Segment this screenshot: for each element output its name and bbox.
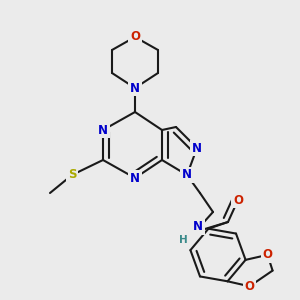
Text: N: N [98,124,108,136]
Text: S: S [68,169,76,182]
Text: N: N [182,169,192,182]
Text: O: O [262,248,273,261]
Text: O: O [244,280,255,293]
Text: H: H [178,235,188,245]
Text: N: N [130,82,140,94]
Text: O: O [130,31,140,44]
Text: N: N [130,172,140,184]
Text: N: N [192,142,202,154]
Text: N: N [193,220,203,233]
Text: O: O [233,194,243,206]
